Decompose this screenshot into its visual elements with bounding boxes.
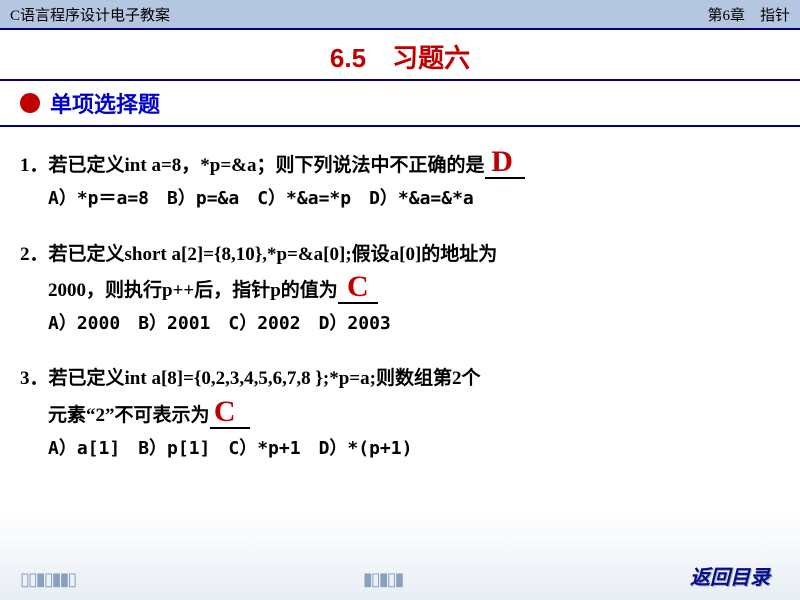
decoration-right-icon: ▮▯▮▯▮ [363,569,403,590]
question-2: 2．若已定义short a[2]={8,10},*p=&a[0];假设a[0]的… [20,238,780,341]
bullet-icon [20,93,40,113]
q3-num: 3． [20,368,49,389]
q3-opt-c: C）*p+1 [228,433,300,465]
question-3: 3．若已定义int a[8]={0,2,3,4,5,6,7,8 };*p=a;则… [20,362,780,465]
q2-text-b: 2000，则执行p++后，指针p的值为 [48,280,338,301]
header-right: 第6章 指针 [707,4,790,25]
q1-answer: D [491,145,513,178]
header-left: C语言程序设计电子教案 [10,4,170,25]
q3-text-b: 元素“2”不可表示为 [48,405,210,426]
return-link[interactable]: 返回目录 [690,561,770,590]
q3-opt-a: A）a[1] [48,433,120,465]
q1-opt-b: B）p=&a [167,183,239,215]
q2-opt-a: A）2000 [48,308,120,340]
subtitle: 单项选择题 [50,87,160,119]
q2-opt-b: B）2001 [138,308,210,340]
q1-opt-c: C）*&a=*p [257,183,351,215]
page-title: 6.5 习题六 [330,43,470,73]
q2-options: A）2000 B）2001 C）2002 D）2003 [20,308,780,340]
q2-text-a: 若已定义short a[2]={8,10},*p=&a[0];假设a[0]的地址… [49,244,498,265]
q1-text: 若已定义int a=8，*p=&a；则下列说法中不正确的是 [49,155,485,176]
content-area: 1．若已定义int a=8，*p=&a；则下列说法中不正确的是 D A）*p＝a=… [0,147,800,465]
q1-opt-a: A）*p＝a=8 [48,183,149,215]
q2-opt-c: C）2002 [228,308,300,340]
q3-options: A）a[1] B）p[1] C）*p+1 D）*(p+1) [20,433,780,465]
subtitle-bar: 单项选择题 [0,79,800,127]
q1-opt-d: D）*&a=&*a [369,183,474,215]
q2-opt-d: D）2003 [319,308,391,340]
header-bar: C语言程序设计电子教案 第6章 指针 [0,0,800,30]
q1-num: 1． [20,155,49,176]
q1-options: A）*p＝a=8 B）p=&a C）*&a=*p D）*&a=&*a [20,183,780,215]
footer: ▯▯▮▯▮▮▯ ▮▯▮▯▮ 返回目录 [0,555,800,600]
title-section: 6.5 习题六 [0,30,800,79]
question-1: 1．若已定义int a=8，*p=&a；则下列说法中不正确的是 D A）*p＝a=… [20,147,780,216]
q2-answer: C [347,270,369,303]
q3-opt-b: B）p[1] [138,433,210,465]
q2-num: 2． [20,244,49,265]
q3-opt-d: D）*(p+1) [319,433,413,465]
q3-answer: C [214,395,236,428]
decoration-left-icon: ▯▯▮▯▮▮▯ [20,569,75,590]
q3-text-a: 若已定义int a[8]={0,2,3,4,5,6,7,8 };*p=a;则数组… [49,368,481,389]
